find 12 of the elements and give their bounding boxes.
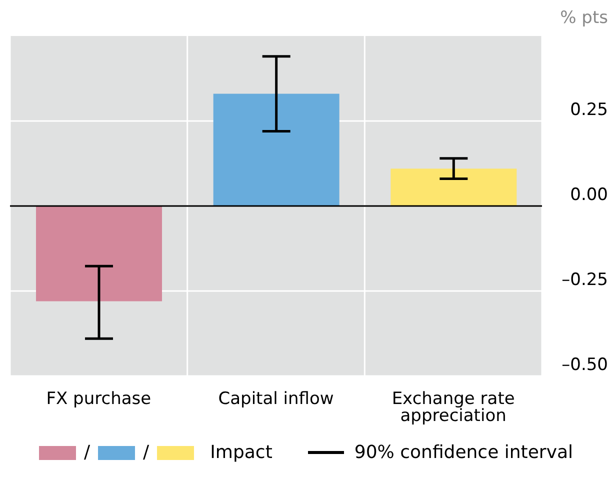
text: /: [143, 442, 150, 463]
y-tick-label: 0.25: [570, 100, 608, 120]
y-tick-label: 0.00: [570, 185, 608, 206]
y-axis-title: % pts: [560, 8, 608, 28]
text: /: [84, 442, 90, 463]
x-tick-label: Exchange rate appreciation: [392, 389, 515, 426]
legend-label: Impact: [210, 442, 272, 463]
text: 90% confidence interval: [354, 442, 574, 463]
y-tick-label: –0.50: [562, 355, 608, 376]
y-tick-label: –0.25: [562, 270, 608, 290]
x-tick-label: Capital inflow: [218, 389, 334, 410]
x-tick-label: FX purchase: [46, 389, 152, 410]
